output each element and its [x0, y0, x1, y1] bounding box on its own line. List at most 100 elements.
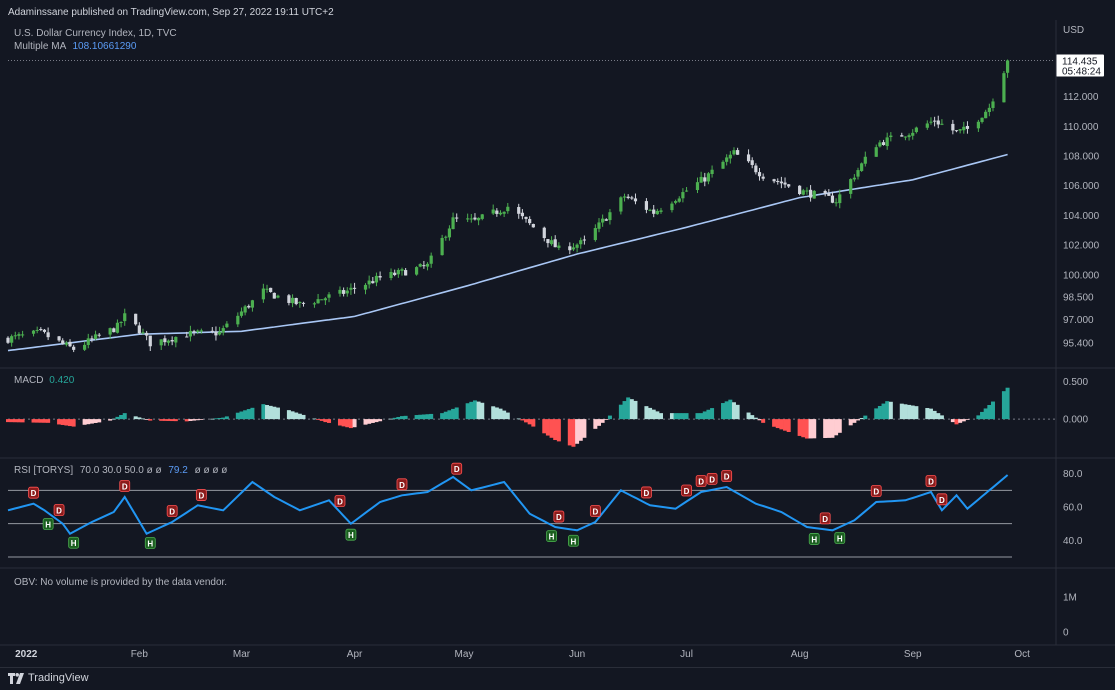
candle-body — [10, 336, 14, 343]
macd-bar — [633, 400, 638, 420]
candle-body — [192, 331, 196, 333]
rsi-legend[interactable]: RSI [TORYS] 70.0 30.0 50.0 ø ø 79.2 ø ø … — [14, 465, 227, 476]
candle — [64, 340, 68, 347]
candle-body — [644, 201, 649, 210]
price-tick-label: 108.000 — [1063, 152, 1100, 163]
candle-body — [801, 190, 805, 195]
macd-bar — [42, 419, 47, 423]
candle-body — [46, 332, 50, 338]
candle — [699, 171, 703, 183]
rsi-hidden-marker-letter: H — [147, 540, 153, 549]
candle — [239, 307, 244, 318]
candle-body — [732, 150, 736, 155]
candle-body — [531, 223, 535, 228]
rsi-divergence-marker-box — [819, 512, 831, 525]
macd-bar — [275, 407, 280, 420]
candle-body — [301, 302, 306, 304]
macd-bar — [524, 419, 529, 423]
time-axis[interactable]: 2022 Feb Mar Apr May Jun Jul Aug Sep Oct — [15, 649, 1030, 660]
candle-body — [619, 197, 623, 212]
macd-bar — [1005, 387, 1010, 420]
candle-body — [754, 165, 758, 173]
candle — [137, 322, 141, 335]
candle-body — [699, 176, 703, 183]
rsi-divergence-marker-box — [28, 486, 39, 499]
candle-body — [93, 334, 98, 339]
tradingview-icon — [8, 672, 24, 684]
candle-body — [958, 129, 962, 131]
candle-body — [466, 218, 470, 220]
macd-bar — [239, 411, 244, 420]
macd-bar — [976, 415, 981, 420]
time-axis-label: Aug — [791, 649, 809, 660]
candle — [673, 199, 678, 205]
candle — [608, 208, 612, 225]
macd-pane[interactable]: 0.500 0.000 — [6, 377, 1088, 447]
candle-body — [772, 179, 776, 182]
ma-legend[interactable]: Multiple MA 108.10661290 — [14, 41, 136, 52]
candle — [367, 275, 371, 289]
candle — [290, 294, 295, 308]
macd-bar — [148, 419, 153, 421]
candle-body — [648, 209, 652, 211]
candle — [725, 154, 729, 166]
macd-bar — [440, 413, 445, 420]
candle — [276, 294, 280, 299]
candle-body — [652, 209, 656, 214]
macd-bar — [677, 413, 682, 420]
macd-bar — [699, 413, 704, 420]
macd-bar — [301, 414, 306, 420]
candle — [604, 218, 608, 221]
macd-bar — [596, 419, 601, 426]
macd-bar — [173, 419, 178, 422]
candle — [148, 335, 152, 352]
candle — [422, 260, 426, 269]
macd-bar — [195, 419, 200, 421]
price-tick-label: 102.000 — [1063, 241, 1100, 252]
price-pane[interactable] — [6, 59, 1055, 353]
candle-body — [39, 329, 43, 331]
rsi-divergence-marker-letter: D — [592, 508, 598, 517]
rsi-divergence-marker-box — [706, 472, 718, 485]
price-axis[interactable]: USD 112.000 110.000 108.000 106.000 104.000 10… — [1056, 25, 1104, 350]
candle — [546, 239, 550, 248]
symbol-title[interactable]: U.S. Dollar Currency Index, 1D, TVC — [14, 28, 177, 39]
candle — [987, 103, 991, 117]
candle — [469, 213, 473, 223]
candle — [451, 212, 455, 230]
macd-legend[interactable]: MACD 0.420 — [14, 375, 74, 386]
macd-bar — [57, 419, 62, 425]
rsi-hidden-marker-letter: H — [571, 537, 577, 546]
candle — [389, 268, 393, 281]
candle — [316, 293, 320, 304]
candle-body — [42, 329, 47, 332]
candle-body — [393, 272, 397, 276]
macd-bar — [472, 400, 477, 420]
macd-bar — [786, 419, 791, 432]
last-price-tag — [1056, 54, 1104, 77]
candle — [495, 208, 499, 217]
candle — [134, 313, 138, 326]
rsi-divergence-marker-box — [695, 475, 707, 487]
candle-body — [400, 269, 404, 271]
rsi-hidden-marker: H — [144, 537, 156, 549]
rsi-hidden-marker-box — [546, 530, 557, 542]
candle — [582, 235, 586, 245]
candle — [710, 165, 714, 178]
tradingview-logo[interactable]: TradingView — [8, 672, 89, 684]
obv-pane[interactable]: 1M 0 — [1063, 593, 1077, 639]
macd-bar — [721, 403, 726, 420]
macd-bar — [454, 407, 459, 420]
candle-body — [965, 125, 970, 129]
rsi-divergence-marker: D — [195, 489, 207, 501]
candle — [199, 328, 203, 334]
macd-bar — [327, 419, 332, 423]
candle — [925, 120, 929, 130]
macd-bar — [115, 416, 120, 420]
candle — [991, 98, 995, 112]
time-axis-label: Apr — [347, 649, 363, 660]
macd-bar — [702, 411, 707, 420]
macd-bar — [830, 419, 835, 438]
macd-bar — [13, 419, 18, 423]
